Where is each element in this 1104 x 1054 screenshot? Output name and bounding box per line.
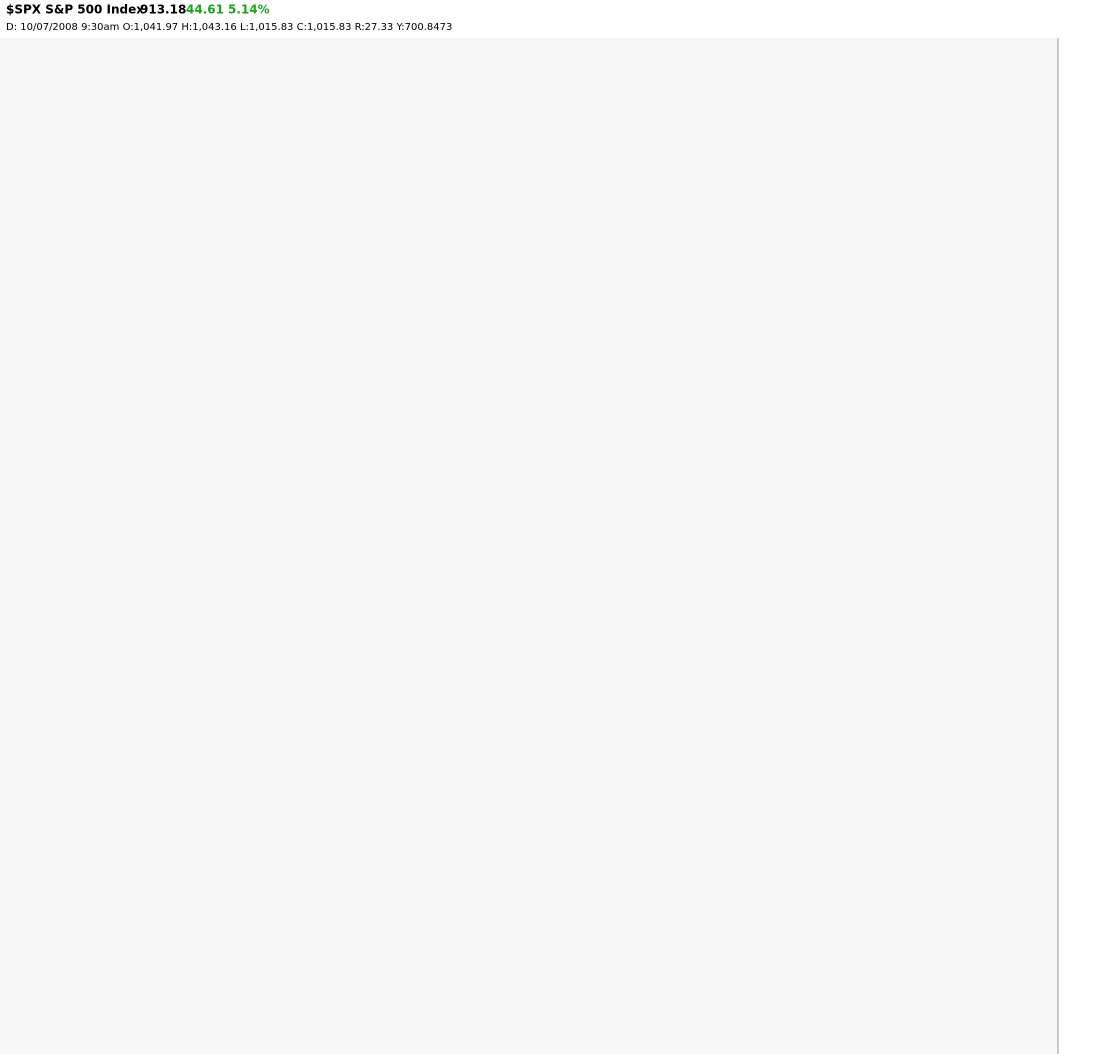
header-info: D: 10/07/2008 9:30am O:1,041.97 H:1,043.… (6, 22, 452, 33)
plot-bg (0, 38, 1058, 1054)
header-change-pct: 5.14% (228, 3, 270, 17)
header-bg (0, 0, 1104, 38)
chart-title: $SPX S&P 500 Index (6, 3, 144, 17)
header-price: 913.18 (140, 3, 186, 17)
header-change: 44.61 (186, 3, 224, 17)
